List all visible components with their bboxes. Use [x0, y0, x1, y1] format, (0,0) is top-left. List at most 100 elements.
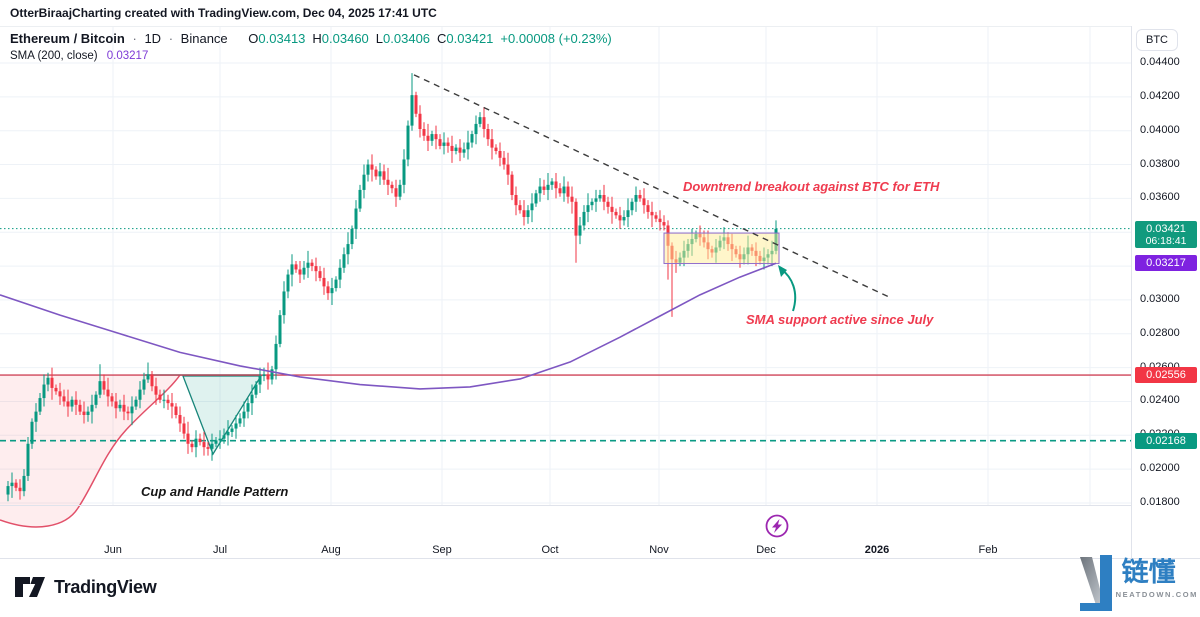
- y-axis-tick: 0.01800: [1140, 496, 1180, 508]
- candle-body: [570, 196, 574, 202]
- candle-body: [394, 188, 398, 197]
- candle-body: [374, 169, 378, 177]
- candle-body: [254, 384, 258, 395]
- candle-body: [578, 225, 582, 236]
- candle-body: [38, 398, 42, 412]
- candle-body: [14, 482, 18, 488]
- sma-value-badge: 0.03217: [1135, 255, 1197, 272]
- candle-body: [58, 391, 62, 397]
- chart-legend[interactable]: Ethereum / Bitcoin · 1D · Binance O0.034…: [10, 31, 612, 62]
- sma200-line[interactable]: [0, 262, 777, 390]
- candle-body: [262, 374, 266, 377]
- footer-bar: TradingView 链懂 NEATDOWN.COM: [0, 555, 1200, 616]
- candle-body: [50, 377, 54, 388]
- candle-body: [10, 482, 14, 487]
- candle-body: [46, 377, 50, 385]
- candle-body: [142, 379, 146, 390]
- candle-body: [286, 274, 290, 292]
- candle-body: [486, 129, 490, 140]
- candle-body: [642, 198, 646, 206]
- high-value: 0.03460: [321, 31, 369, 46]
- consolidation-box[interactable]: [663, 232, 780, 265]
- candle-body: [98, 381, 102, 395]
- candle-body: [74, 399, 78, 405]
- candle-body: [158, 394, 162, 400]
- interval-label[interactable]: 1D: [144, 31, 162, 46]
- candle-body: [402, 159, 406, 185]
- candle-body: [610, 206, 614, 212]
- candle-body: [70, 399, 74, 407]
- candle-body: [658, 218, 662, 223]
- y-axis-tick: 0.04200: [1140, 89, 1180, 102]
- candle-body: [442, 142, 446, 146]
- candle-body: [306, 262, 310, 268]
- candle-body: [342, 254, 346, 268]
- x-axis-tick-oct: Oct: [541, 544, 559, 556]
- change-value: +0.00008 (+0.23%): [500, 31, 612, 46]
- symbol-legend-row: Ethereum / Bitcoin · 1D · Binance O0.034…: [10, 31, 612, 46]
- candle-body: [210, 443, 214, 449]
- candle-body: [574, 201, 578, 236]
- candle-body: [594, 198, 598, 202]
- candle-body: [274, 343, 278, 370]
- candle-body: [534, 193, 538, 204]
- symbol-name[interactable]: Ethereum / Bitcoin: [10, 31, 125, 46]
- candle-body: [294, 264, 298, 270]
- sma-legend-row[interactable]: SMA (200, close) 0.03217: [10, 50, 612, 62]
- candle-body: [458, 147, 462, 153]
- x-axis-tick-aug: Aug: [321, 544, 341, 556]
- candle-body: [554, 181, 558, 189]
- candle-body: [358, 189, 362, 209]
- x-axis-tick-feb: Feb: [978, 544, 998, 556]
- handle-triangle-shape[interactable]: [182, 375, 263, 456]
- candle-body: [582, 211, 586, 226]
- cup-pattern-shading[interactable]: [0, 375, 180, 527]
- candle-body: [122, 404, 126, 412]
- candle-body: [470, 134, 474, 143]
- candle-body: [114, 401, 118, 409]
- open-label: O: [248, 31, 259, 46]
- candle-body: [362, 174, 366, 190]
- candle-body: [614, 211, 618, 216]
- sma-support-arrow[interactable]: [780, 268, 797, 312]
- time-axis[interactable]: Jun Jul Aug Sep Oct Nov Dec 2026 Feb: [0, 505, 1131, 559]
- candle-body: [186, 433, 190, 444]
- candle-body: [550, 181, 554, 185]
- candle-body: [546, 184, 550, 190]
- candle-body: [566, 186, 570, 197]
- candle-body: [138, 389, 142, 400]
- candle-body: [586, 205, 590, 212]
- red-level-badge: 0.02556: [1135, 367, 1197, 384]
- downtrend-trendline[interactable]: [413, 74, 889, 298]
- cup-pattern-curve[interactable]: [0, 374, 181, 528]
- candle-body: [354, 208, 358, 229]
- axis-unit-button[interactable]: BTC: [1136, 29, 1178, 51]
- candle-body: [462, 149, 466, 153]
- attribution-bar: OtterBiraajCharting created with Trading…: [0, 0, 1200, 27]
- attribution-text: OtterBiraajCharting created with Trading…: [10, 6, 437, 20]
- watermark-cn-text: 链懂: [1121, 557, 1176, 587]
- candle-body: [170, 403, 174, 407]
- sma-support-arrowhead: [778, 265, 787, 277]
- candle-body: [466, 142, 470, 150]
- candle-body: [514, 195, 518, 206]
- x-axis-tick-sep: Sep: [432, 544, 452, 556]
- candle-body: [110, 396, 114, 402]
- candle-body: [26, 443, 30, 476]
- tradingview-logo[interactable]: TradingView: [14, 576, 157, 598]
- candle-body: [502, 157, 506, 165]
- candle-body: [334, 279, 338, 289]
- high-label: H: [312, 31, 322, 46]
- price-axis[interactable]: 0.018000.020000.022000.024000.026000.028…: [1131, 26, 1200, 558]
- candle-body: [194, 438, 198, 448]
- ohlc-values: O0.03413 H0.03460 L0.03406 C0.03421 +0.00008…: [241, 31, 611, 46]
- candle-body: [478, 117, 482, 124]
- exchange-label[interactable]: Binance: [180, 31, 228, 46]
- candle-body: [302, 267, 306, 275]
- candle-body: [598, 195, 602, 199]
- candle-body: [518, 205, 522, 211]
- candles-layer[interactable]: [6, 73, 778, 502]
- candle-body: [418, 113, 422, 130]
- candle-body: [214, 440, 218, 444]
